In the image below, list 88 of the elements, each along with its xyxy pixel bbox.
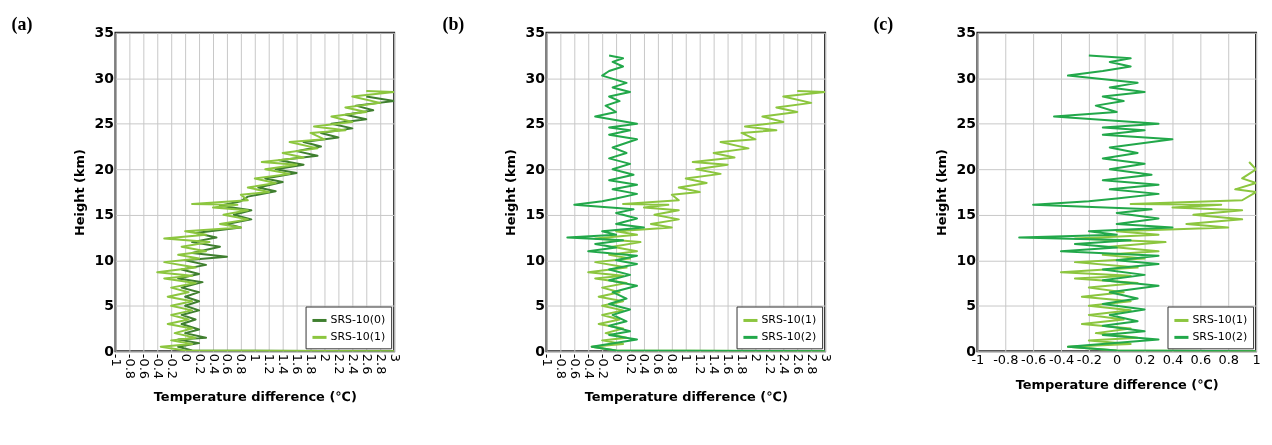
x-tick-label: 2.6 — [790, 353, 806, 375]
legend-label: SRS-10(1) — [1192, 313, 1248, 327]
x-tick-label: 0 — [1113, 351, 1122, 367]
x-tick-label: -0.8 — [553, 353, 569, 380]
x-tick-label: 0.6 — [220, 353, 236, 375]
x-axis-title: Temperature difference (℃) — [584, 388, 788, 404]
y-tick-label: 25 — [525, 115, 545, 132]
legend-label: SRS-10(0) — [330, 313, 386, 327]
x-tick-label: 0 — [609, 353, 625, 363]
y-tick-label: 15 — [94, 206, 114, 223]
y-tick-label: 30 — [956, 69, 977, 86]
x-tick-label: 0 — [178, 353, 194, 363]
line-series — [1018, 54, 1257, 352]
x-tick-label: 0.8 — [665, 353, 681, 375]
y-tick-label: 5 — [535, 297, 545, 314]
x-tick-label: 1 — [679, 353, 695, 363]
y-tick-label: 5 — [966, 297, 976, 314]
y-tick-label: 30 — [525, 69, 546, 86]
x-tick-label: 1.8 — [304, 353, 320, 375]
x-tick-label: -0.4 — [150, 353, 166, 380]
y-tick-label: 10 — [525, 251, 546, 268]
x-tick-label: 0.4 — [206, 353, 222, 375]
x-tick-label: -0.4 — [1048, 351, 1075, 367]
legend-label: SRS-10(2) — [761, 330, 817, 344]
x-tick-label: 1.2 — [693, 353, 709, 375]
y-tick-label: 20 — [525, 160, 546, 177]
x-tick-label: 2.8 — [804, 353, 820, 375]
x-tick-label: 1.4 — [276, 353, 292, 375]
x-tick-label: 0.8 — [1218, 351, 1239, 367]
y-axis-title: Height (km) — [71, 149, 87, 237]
x-tick-label: 3 — [818, 353, 834, 363]
x-tick-label: -0.2 — [164, 353, 180, 380]
x-tick-label: 1 — [248, 353, 264, 363]
y-axis-title: Height (km) — [502, 149, 518, 237]
chart-title: (b) — [442, 13, 465, 35]
x-tick-label: 0.6 — [651, 353, 667, 375]
chart-title: (a) — [11, 13, 33, 35]
x-tick-label: 2.8 — [373, 353, 389, 375]
x-tick-label: 2.4 — [345, 353, 361, 375]
x-tick-label: 1.4 — [707, 353, 723, 375]
x-tick-label: 0.2 — [1134, 351, 1156, 367]
y-tick-label: 15 — [525, 206, 545, 223]
x-tick-label: 1.8 — [735, 353, 751, 375]
x-tick-label: 1.6 — [721, 353, 737, 375]
y-tick-label: 20 — [956, 160, 977, 177]
y-tick-label: 35 — [525, 24, 545, 41]
x-tick-label: 0.6 — [1190, 351, 1212, 367]
y-tick-label: 25 — [956, 115, 976, 132]
x-tick-label: -0.2 — [1076, 351, 1102, 367]
y-tick-label: 5 — [104, 297, 114, 314]
y-tick-label: 15 — [956, 206, 976, 223]
x-tick-label: -0.8 — [993, 351, 1019, 367]
line-series — [566, 54, 826, 352]
x-tick-label: -0.2 — [595, 353, 611, 380]
x-axis-title: Temperature difference (℃) — [1015, 376, 1219, 392]
x-axis-title: Temperature difference (℃) — [153, 388, 357, 404]
x-tick-label: 1 — [1252, 351, 1261, 367]
y-tick-label: 20 — [94, 160, 115, 177]
x-tick-label: 2 — [317, 353, 333, 363]
x-tick-label: 0.4 — [1162, 351, 1184, 367]
x-tick-label: 2 — [748, 353, 764, 363]
x-tick-label: -0.4 — [581, 353, 597, 380]
y-tick-label: 25 — [94, 115, 114, 132]
x-tick-label: 2.4 — [776, 353, 792, 375]
y-tick-label: 35 — [94, 24, 114, 41]
legend-label: SRS-10(2) — [1192, 330, 1248, 344]
x-tick-label: -0.8 — [122, 353, 138, 380]
x-tick-label: 0.8 — [234, 353, 250, 375]
legend-label: SRS-10(1) — [330, 330, 386, 344]
x-tick-label: 0.2 — [192, 353, 208, 375]
x-tick-label: 2.2 — [331, 353, 347, 375]
legend-label: SRS-10(1) — [761, 313, 817, 327]
chart-title: (c) — [873, 13, 894, 35]
x-tick-label: -0.6 — [136, 353, 152, 380]
x-tick-label: 2.2 — [762, 353, 778, 375]
y-tick-label: 30 — [94, 69, 115, 86]
y-tick-label: 10 — [956, 251, 977, 268]
x-tick-label: 2.6 — [359, 353, 375, 375]
y-axis-title: Height (km) — [933, 149, 949, 237]
y-tick-label: 35 — [956, 24, 976, 41]
x-tick-label: -0.6 — [567, 353, 583, 380]
y-tick-label: 10 — [94, 251, 115, 268]
x-tick-label: -0.6 — [1021, 351, 1047, 367]
x-tick-label: 1.6 — [290, 353, 306, 375]
x-tick-label: 0.4 — [637, 353, 653, 375]
x-tick-label: 0.2 — [623, 353, 639, 375]
x-tick-label: 3 — [387, 353, 403, 363]
x-tick-label: 1.2 — [262, 353, 278, 375]
